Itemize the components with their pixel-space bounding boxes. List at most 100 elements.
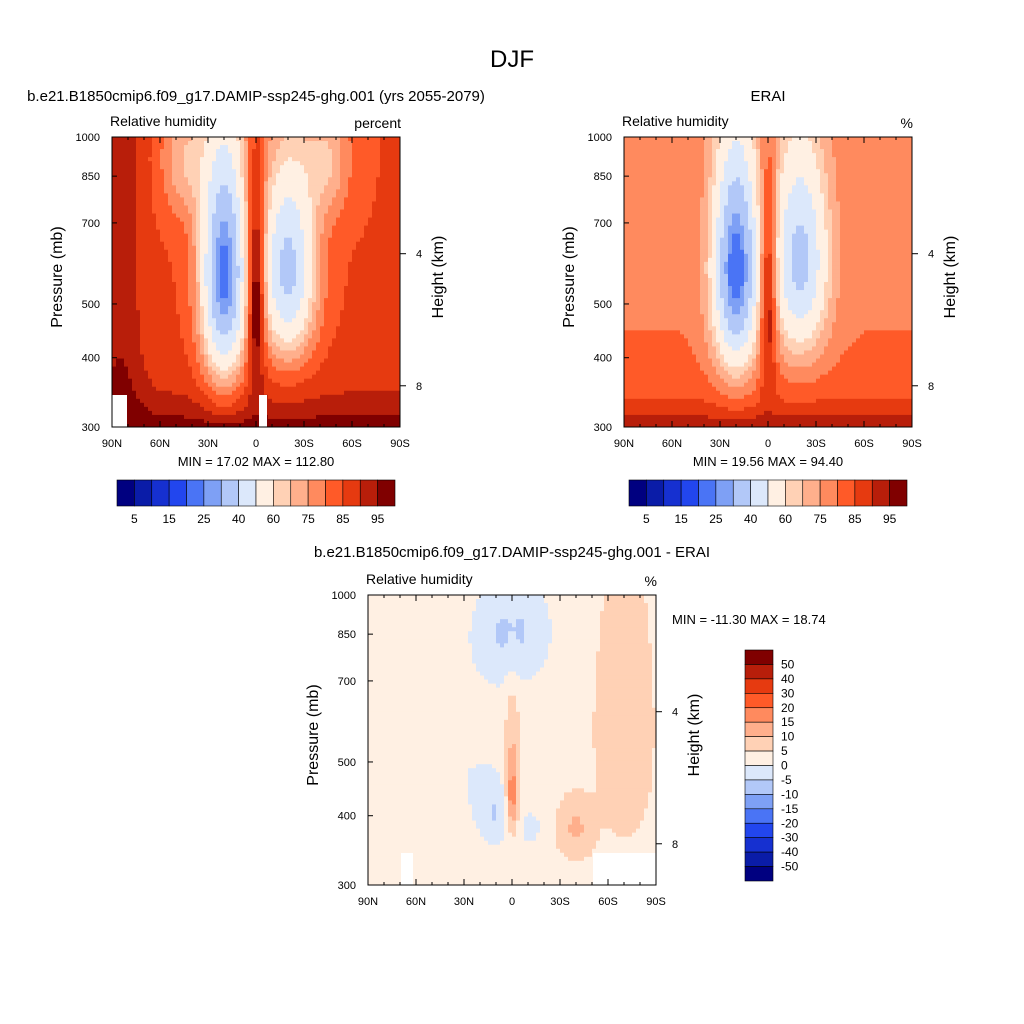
- heatmap-cell: [276, 402, 281, 408]
- heatmap-cell: [252, 362, 257, 368]
- heatmap-cell: [228, 245, 233, 251]
- heatmap-cell: [184, 193, 189, 198]
- heatmap-cell: [352, 326, 357, 331]
- heatmap-cell: [180, 157, 185, 162]
- heatmap-cell: [268, 418, 273, 424]
- heatmap-cell: [348, 237, 353, 243]
- heatmap-cell: [300, 193, 305, 198]
- heatmap-cell: [204, 362, 209, 368]
- heatmap-cell: [336, 149, 341, 154]
- heatmap-cell: [300, 189, 305, 194]
- heatmap-cell: [260, 370, 265, 376]
- heatmap-cell: [280, 269, 285, 275]
- heatmap-cell: [228, 326, 233, 331]
- heatmap-cell: [152, 402, 157, 408]
- heatmap-cell: [332, 177, 337, 182]
- heatmap-cell: [348, 201, 353, 206]
- heatmap-cell: [336, 165, 341, 170]
- heatmap-cell: [300, 241, 305, 247]
- heatmap-cell: [316, 410, 321, 416]
- heatmap-cell: [160, 310, 165, 315]
- heatmap-cell: [328, 237, 333, 243]
- heatmap-cell: [112, 177, 117, 182]
- heatmap-cell: [252, 161, 257, 166]
- heatmap-cell: [164, 209, 169, 215]
- heatmap-cell: [240, 358, 245, 364]
- heatmap-cell: [308, 354, 313, 360]
- heatmap-cell: [136, 201, 141, 206]
- heatmap-cell: [152, 153, 157, 158]
- heatmap-cell: [380, 422, 385, 428]
- heatmap-cell: [272, 326, 277, 331]
- heatmap-cell: [304, 390, 309, 396]
- heatmap-cell: [328, 225, 333, 231]
- heatmap-cell: [172, 414, 177, 420]
- heatmap-cell: [260, 354, 265, 360]
- heatmap-cell: [236, 306, 241, 311]
- heatmap-cell: [296, 233, 301, 239]
- heatmap-cell: [156, 410, 161, 416]
- heatmap-cell: [316, 306, 321, 311]
- heatmap-cell: [324, 422, 329, 428]
- heatmap-cell: [148, 157, 153, 162]
- heatmap-cell: [152, 185, 157, 190]
- heatmap-cell: [244, 137, 249, 142]
- heatmap-cell: [312, 342, 317, 347]
- heatmap-cell: [256, 394, 261, 400]
- heatmap-cell: [280, 201, 285, 206]
- heatmap-cell: [356, 294, 361, 299]
- heatmap-cell: [128, 386, 133, 392]
- heatmap-cell: [124, 282, 129, 287]
- heatmap-cell: [284, 386, 289, 392]
- heatmap-cell: [204, 241, 209, 247]
- heatmap-cell: [300, 378, 305, 384]
- heatmap-cell: [120, 334, 125, 339]
- heatmap-cell: [352, 173, 357, 178]
- heatmap-cell: [356, 261, 361, 267]
- heatmap-cell: [380, 306, 385, 311]
- heatmap-cell: [236, 394, 241, 400]
- heatmap-cell: [208, 161, 213, 166]
- heatmap-cell: [128, 358, 133, 364]
- heatmap-cell: [168, 177, 173, 182]
- heatmap-cell: [120, 221, 125, 227]
- heatmap-cell: [196, 350, 201, 355]
- heatmap-cell: [284, 346, 289, 351]
- heatmap-cell: [256, 354, 261, 360]
- heatmap-cell: [196, 273, 201, 279]
- heatmap-cell: [368, 374, 373, 380]
- heatmap-cell: [388, 225, 393, 231]
- heatmap-cell: [220, 370, 225, 376]
- heatmap-cell: [216, 225, 221, 231]
- heatmap-cell: [276, 366, 281, 372]
- heatmap-cell: [232, 394, 237, 400]
- heatmap-cell: [348, 326, 353, 331]
- heatmap-cell: [228, 370, 233, 376]
- heatmap-cell: [192, 181, 197, 186]
- heatmap-cell: [156, 286, 161, 291]
- heatmap-cell: [168, 233, 173, 239]
- heatmap-cell: [280, 390, 285, 396]
- heatmap-cell: [196, 229, 201, 235]
- heatmap-cell: [368, 137, 373, 142]
- heatmap-cell: [220, 141, 225, 146]
- heatmap-cell: [128, 161, 133, 166]
- heatmap-cell: [364, 338, 369, 343]
- heatmap-cell: [184, 402, 189, 408]
- heatmap-cell: [296, 290, 301, 295]
- heatmap-cell: [360, 209, 365, 215]
- heatmap-cell: [188, 257, 193, 263]
- heatmap-cell: [316, 241, 321, 247]
- heatmap-cell: [364, 253, 369, 259]
- heatmap-cell: [380, 237, 385, 243]
- heatmap-cell: [296, 145, 301, 150]
- heatmap-cell: [268, 173, 273, 178]
- heatmap-cell: [240, 322, 245, 327]
- heatmap-cell: [344, 398, 349, 404]
- heatmap-cell: [144, 358, 149, 364]
- heatmap-cell: [236, 173, 241, 178]
- heatmap-cell: [132, 314, 137, 319]
- heatmap-cell: [236, 334, 241, 339]
- heatmap-cell: [352, 177, 357, 182]
- heatmap-cell: [328, 334, 333, 339]
